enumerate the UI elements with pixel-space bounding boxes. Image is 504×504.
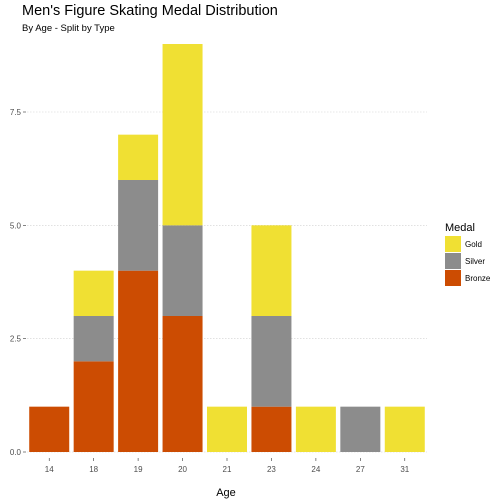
bar-bronze-14 (29, 406, 70, 452)
bar-bronze-20 (162, 316, 203, 452)
legend: Medal Gold Silver Bronze (445, 222, 491, 286)
x-tick-label: 23 (267, 465, 276, 474)
bar-gold-19 (118, 134, 159, 180)
y-tick-label: 7.5 (10, 108, 22, 117)
bar-bronze-18 (73, 361, 114, 452)
x-axis: 14 18 19 20 21 23 24 27 31 (45, 458, 410, 474)
bar-gold-31 (384, 406, 425, 452)
legend-swatch-bronze (445, 270, 461, 286)
bar-bronze-19 (118, 270, 159, 452)
bar-bronze-23 (251, 406, 292, 452)
x-tick-label: 20 (178, 465, 187, 474)
x-tick-label: 21 (223, 465, 232, 474)
bar-silver-27 (340, 406, 381, 452)
x-tick-label: 24 (311, 465, 320, 474)
y-tick-label: 5.0 (10, 221, 22, 230)
bar-silver-19 (118, 180, 159, 271)
x-tick-label: 14 (45, 465, 54, 474)
legend-label-bronze: Bronze (465, 274, 491, 283)
bar-silver-18 (73, 316, 114, 362)
y-tick-label: 0.0 (10, 448, 22, 457)
x-axis-title: Age (216, 487, 236, 499)
legend-label-gold: Gold (465, 240, 482, 249)
bar-gold-20 (162, 44, 203, 226)
legend-swatch-gold (445, 236, 461, 252)
chart-subtitle: By Age - Split by Type (22, 23, 115, 34)
legend-swatch-silver (445, 253, 461, 269)
bar-gold-18 (73, 270, 114, 316)
chart-title: Men's Figure Skating Medal Distribution (22, 3, 278, 19)
legend-label-silver: Silver (465, 257, 485, 266)
bar-gold-23 (251, 225, 292, 316)
y-axis: 0.0 2.5 5.0 7.5 (10, 108, 26, 457)
bar-silver-20 (162, 225, 203, 316)
x-tick-label: 27 (356, 465, 365, 474)
legend-title: Medal (445, 222, 475, 234)
bars (29, 44, 425, 452)
x-tick-label: 18 (89, 465, 98, 474)
y-tick-label: 2.5 (10, 335, 22, 344)
bar-gold-21 (207, 406, 247, 452)
bar-silver-23 (251, 316, 292, 407)
x-tick-label: 19 (134, 465, 143, 474)
bar-gold-24 (295, 406, 336, 452)
x-tick-label: 31 (400, 465, 409, 474)
